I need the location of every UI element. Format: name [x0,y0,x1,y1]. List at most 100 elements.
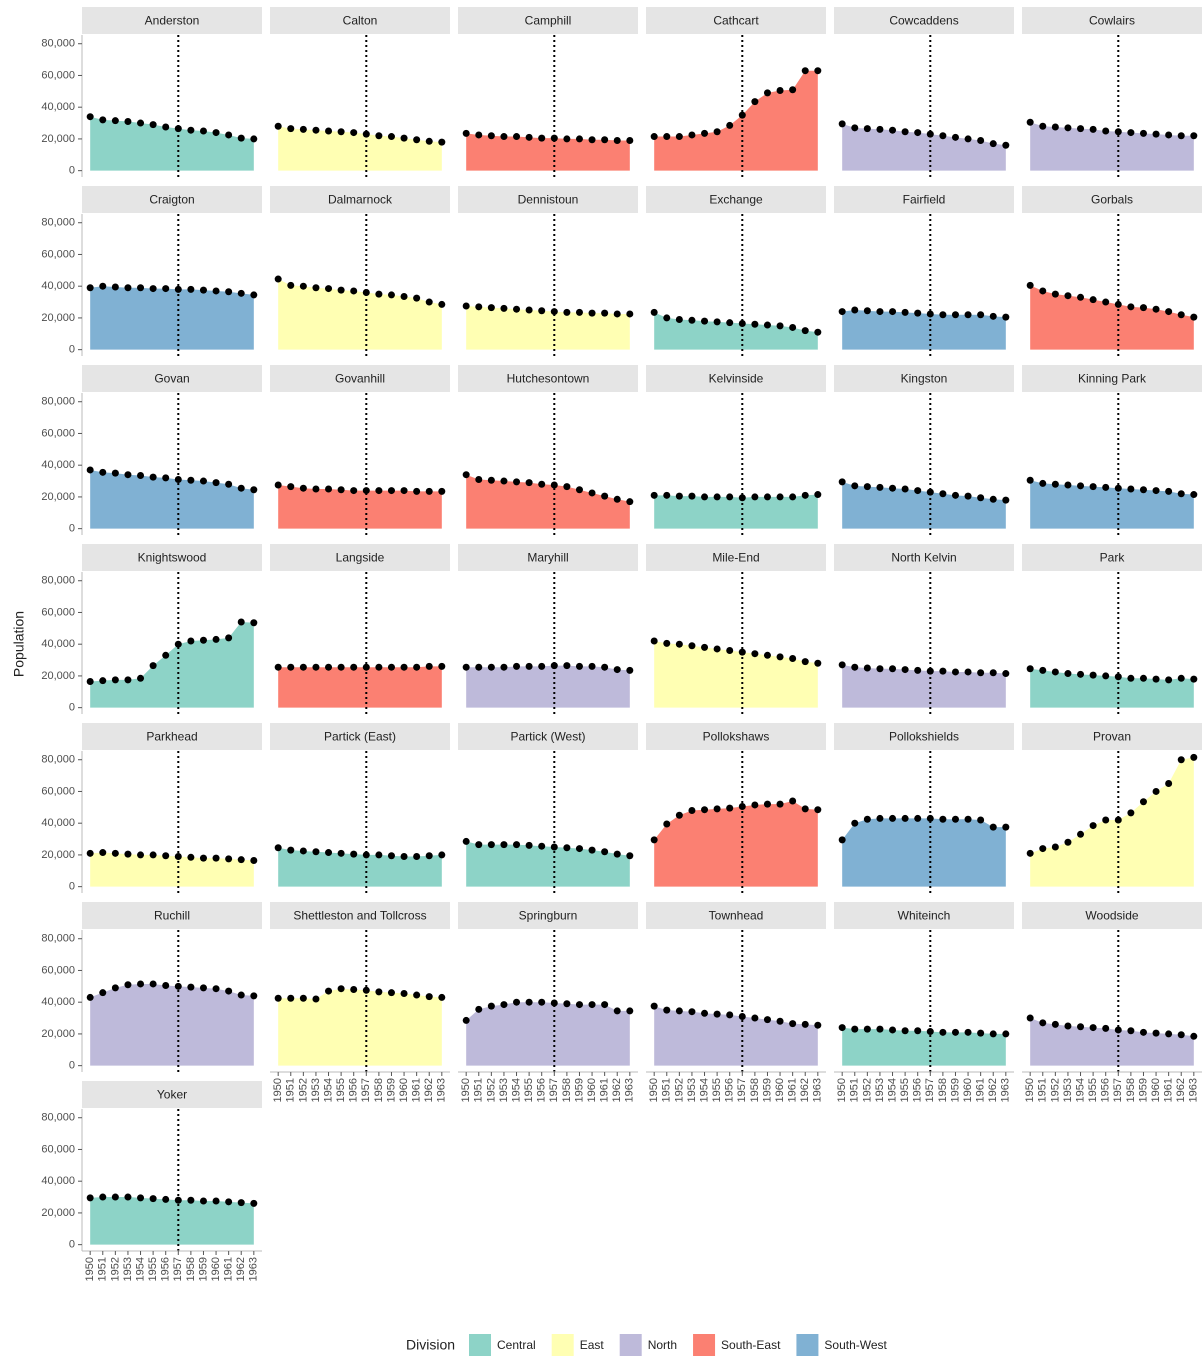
x-tick-label: 1951 [285,1078,297,1102]
point [550,999,558,1007]
area [842,123,1006,171]
legend-label: South-West [824,1338,887,1352]
point [387,989,395,997]
point [1139,129,1147,137]
point [212,635,220,643]
point [425,298,433,306]
point [713,493,721,501]
point [225,987,233,995]
point [901,666,909,674]
point [212,287,220,295]
point [337,128,345,136]
point [1026,281,1034,289]
point [1102,127,1110,135]
strip [834,365,1014,392]
point [675,1007,683,1015]
strip [458,365,638,392]
point [500,477,508,485]
point [1114,673,1122,681]
point [1177,1031,1185,1039]
point [124,850,132,858]
point [237,1199,245,1207]
point [199,984,207,992]
point [650,637,658,645]
point [462,837,470,845]
x-tick-label: 1958 [749,1078,761,1102]
point [1089,1024,1097,1032]
point [601,492,609,500]
point [525,998,533,1006]
point [613,137,621,145]
point [325,987,333,995]
point [1139,674,1147,682]
point [387,663,395,671]
area [90,621,254,708]
point [99,282,107,290]
x-tick-label: 1956 [348,1078,360,1102]
point [149,285,157,293]
point [350,985,358,993]
x-tick-label: 1950 [836,1078,848,1102]
point [212,985,220,993]
x-tick-label: 1962 [987,1078,999,1102]
point [851,124,859,132]
x-tick-label: 1963 [248,1257,260,1281]
strip [1022,186,1202,213]
point [111,849,119,857]
point [1114,484,1122,492]
strip [82,7,262,34]
point [99,1193,107,1201]
point [550,662,558,670]
area [842,664,1006,708]
legend-swatch [551,1334,574,1356]
x-tick-label: 1956 [724,1078,736,1102]
point [137,851,145,859]
point [889,665,897,673]
point [438,993,446,1001]
point [601,136,609,144]
point [312,663,320,671]
y-tick-label: 40,000 [41,996,75,1008]
point [977,494,985,502]
point [889,484,897,492]
strip [82,1081,262,1108]
strip [1022,544,1202,571]
point [350,487,358,495]
strip [270,365,450,392]
point [563,1000,571,1008]
point [1102,816,1110,824]
point [751,1014,759,1022]
point [162,982,170,990]
point [977,1029,985,1037]
legend-label: South-East [721,1338,781,1352]
point [375,988,383,996]
point [475,841,483,849]
point [575,845,583,853]
point [989,823,997,831]
point [413,487,421,495]
point [1002,313,1010,321]
point [99,989,107,997]
point [663,820,671,828]
point [124,471,132,479]
point [337,849,345,857]
point [1089,671,1097,679]
point [525,841,533,849]
x-tick-label: 1959 [197,1257,209,1281]
strip [458,7,638,34]
point [212,1197,220,1205]
panel-title: Partick (East) [324,730,396,744]
point [124,284,132,292]
y-tick-label: 40,000 [41,101,75,113]
x-tick-label: 1959 [573,1078,585,1102]
point [738,1012,746,1020]
point [851,819,859,827]
point [1152,1029,1160,1037]
y-tick-label: 80,000 [41,38,75,50]
x-tick-label: 1961 [975,1078,987,1102]
panel-title: Pollokshaws [703,730,770,744]
point [86,1194,94,1202]
point [350,663,358,671]
point [1177,490,1185,498]
point [325,285,333,293]
